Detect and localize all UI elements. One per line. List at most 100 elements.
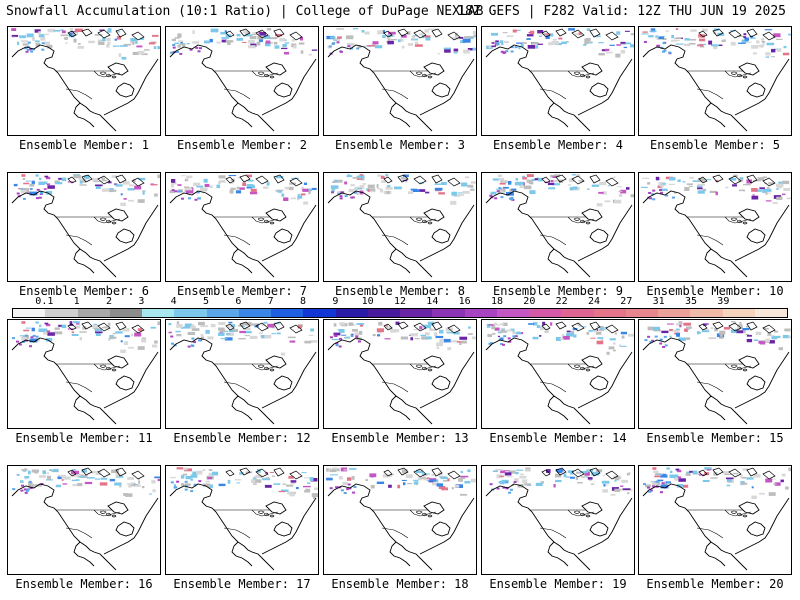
- north-america-map: [485, 467, 633, 571]
- colorbar-segment: [561, 309, 594, 317]
- colorbar-segment: [238, 309, 271, 317]
- run-valid-time: 18Z GEFS | F282 Valid: 12Z THU JUN 19 20…: [457, 4, 786, 19]
- ensemble-member-label: Ensemble Member: 14: [489, 431, 627, 445]
- ensemble-member-map: [323, 172, 477, 282]
- ensemble-member-map: [165, 26, 319, 136]
- north-america-map: [326, 467, 476, 571]
- ensemble-member-label: Ensemble Member: 5: [649, 138, 781, 152]
- ensemble-member-label: Ensemble Member: 19: [489, 577, 627, 591]
- colorbar-segment: [45, 309, 78, 317]
- colorbar-tick-label: 16: [458, 296, 471, 307]
- ensemble-member-label: Ensemble Member: 10: [646, 284, 784, 298]
- snowfall-shading: [11, 28, 160, 60]
- colorbar-segment: [754, 309, 787, 317]
- colorbar-tick-label: 20: [523, 296, 536, 307]
- north-america-map: [642, 321, 791, 425]
- colorbar-segment: [625, 309, 658, 317]
- north-america-map: [11, 28, 160, 132]
- colorbar-tick-label: 3: [138, 296, 145, 307]
- snowfall-shading: [486, 321, 634, 355]
- colorbar-segment: [690, 309, 723, 317]
- ensemble-member-label: Ensemble Member: 2: [176, 138, 308, 152]
- ensemble-member-map: [323, 319, 477, 429]
- ensemble-member-map: [165, 172, 319, 282]
- colorbar-labels: 0.1 1 2 3 4 5 6 7 8 9 10 12 14 16 18 20 22 24 27 31 35 39: [12, 296, 788, 308]
- ensemble-member-map: [7, 26, 161, 136]
- colorbar-tick-label: 1: [73, 296, 80, 307]
- snowfall-shading: [169, 174, 317, 205]
- snowfall-shading: [489, 174, 634, 207]
- colorbar-segment: [722, 309, 755, 317]
- north-america-map: [485, 174, 634, 278]
- ensemble-member-label: Ensemble Member: 20: [646, 577, 784, 591]
- colorbar-tick-label: 2: [105, 296, 113, 307]
- snowfall-shading: [170, 467, 318, 499]
- ensemble-member-map: [481, 172, 635, 282]
- snowfall-shading: [170, 28, 318, 56]
- colorbar-segment: [464, 309, 497, 317]
- colorbar-tick-label: 0.1: [35, 296, 54, 307]
- ensemble-member-map: [638, 26, 792, 136]
- colorbar-tick-label: 22: [555, 296, 568, 307]
- snowfall-shading: [330, 321, 476, 351]
- ensemble-member-map: [323, 465, 477, 575]
- snowfall-shading: [168, 321, 318, 356]
- ensemble-member-map: [7, 172, 161, 282]
- ensemble-member-map: [481, 319, 635, 429]
- ensemble-member-label: Ensemble Member: 9: [492, 284, 624, 298]
- colorbar-segment: [432, 309, 465, 317]
- ensemble-member-label: Ensemble Member: 13: [331, 431, 469, 445]
- colorbar-segment: [658, 309, 691, 317]
- north-america-map: [485, 28, 634, 132]
- snowfall-shading: [643, 467, 791, 499]
- colorbar-tick-label: 9: [332, 296, 339, 307]
- ensemble-member-label: Ensemble Member: 15: [646, 431, 784, 445]
- colorbar-tick-label: 18: [490, 296, 504, 307]
- ensemble-member-label: Ensemble Member: 3: [334, 138, 466, 152]
- colorbar-segment: [367, 309, 400, 317]
- snowfall-shading: [12, 321, 160, 353]
- north-america-map: [11, 467, 160, 571]
- north-america-map: [327, 321, 476, 425]
- map-title: Snowfall Accumulation (10:1 Ratio) | Col…: [6, 4, 484, 19]
- ensemble-member-label: Ensemble Member: 1: [18, 138, 150, 152]
- north-america-map: [169, 467, 318, 571]
- north-america-map: [168, 321, 318, 425]
- colorbar-tick-label: 12: [393, 296, 407, 307]
- colorbar-tick-label: 10: [361, 296, 374, 307]
- snowfall-shading: [13, 174, 160, 206]
- snowfall-shading: [326, 28, 476, 55]
- colorbar-tick-label: 31: [652, 296, 665, 307]
- snowfall-shading: [641, 174, 791, 204]
- colorbar-tick-label: 4: [170, 296, 177, 307]
- snowfall-shading: [326, 467, 476, 496]
- colorbar-tick-label: 27: [620, 296, 633, 307]
- colorbar-tick-label: 14: [426, 296, 439, 307]
- north-america-map: [641, 28, 791, 132]
- north-america-map: [169, 174, 317, 278]
- colorbar-segment: [206, 309, 239, 317]
- north-america-map: [11, 321, 160, 425]
- ensemble-member-label: Ensemble Member: 6: [18, 284, 150, 298]
- ensemble-member-map: [638, 172, 792, 282]
- colorbar-tick-label: 7: [267, 296, 274, 307]
- north-america-map: [641, 174, 791, 278]
- colorbar-tick-label: 5: [202, 296, 210, 307]
- north-america-map: [642, 467, 791, 571]
- north-america-map: [485, 321, 634, 425]
- ensemble-member-map: [638, 319, 792, 429]
- ensemble-member-label: Ensemble Member: 7: [176, 284, 308, 298]
- colorbar-segment: [109, 309, 142, 317]
- colorbar-segment: [335, 309, 368, 317]
- colorbar-segment: [496, 309, 529, 317]
- colorbar-segment: [13, 309, 46, 317]
- colorbar-segment: [271, 309, 304, 317]
- ensemble-member-label: Ensemble Member: 8: [334, 284, 466, 298]
- snowfall-shading: [489, 467, 633, 496]
- ensemble-member-map: [323, 26, 477, 136]
- colorbar-segment: [174, 309, 207, 317]
- colorbar-segment: [400, 309, 433, 317]
- colorbar-tick-label: 35: [684, 296, 698, 307]
- colorbar-segment: [303, 309, 336, 317]
- snowfall-shading: [486, 28, 634, 58]
